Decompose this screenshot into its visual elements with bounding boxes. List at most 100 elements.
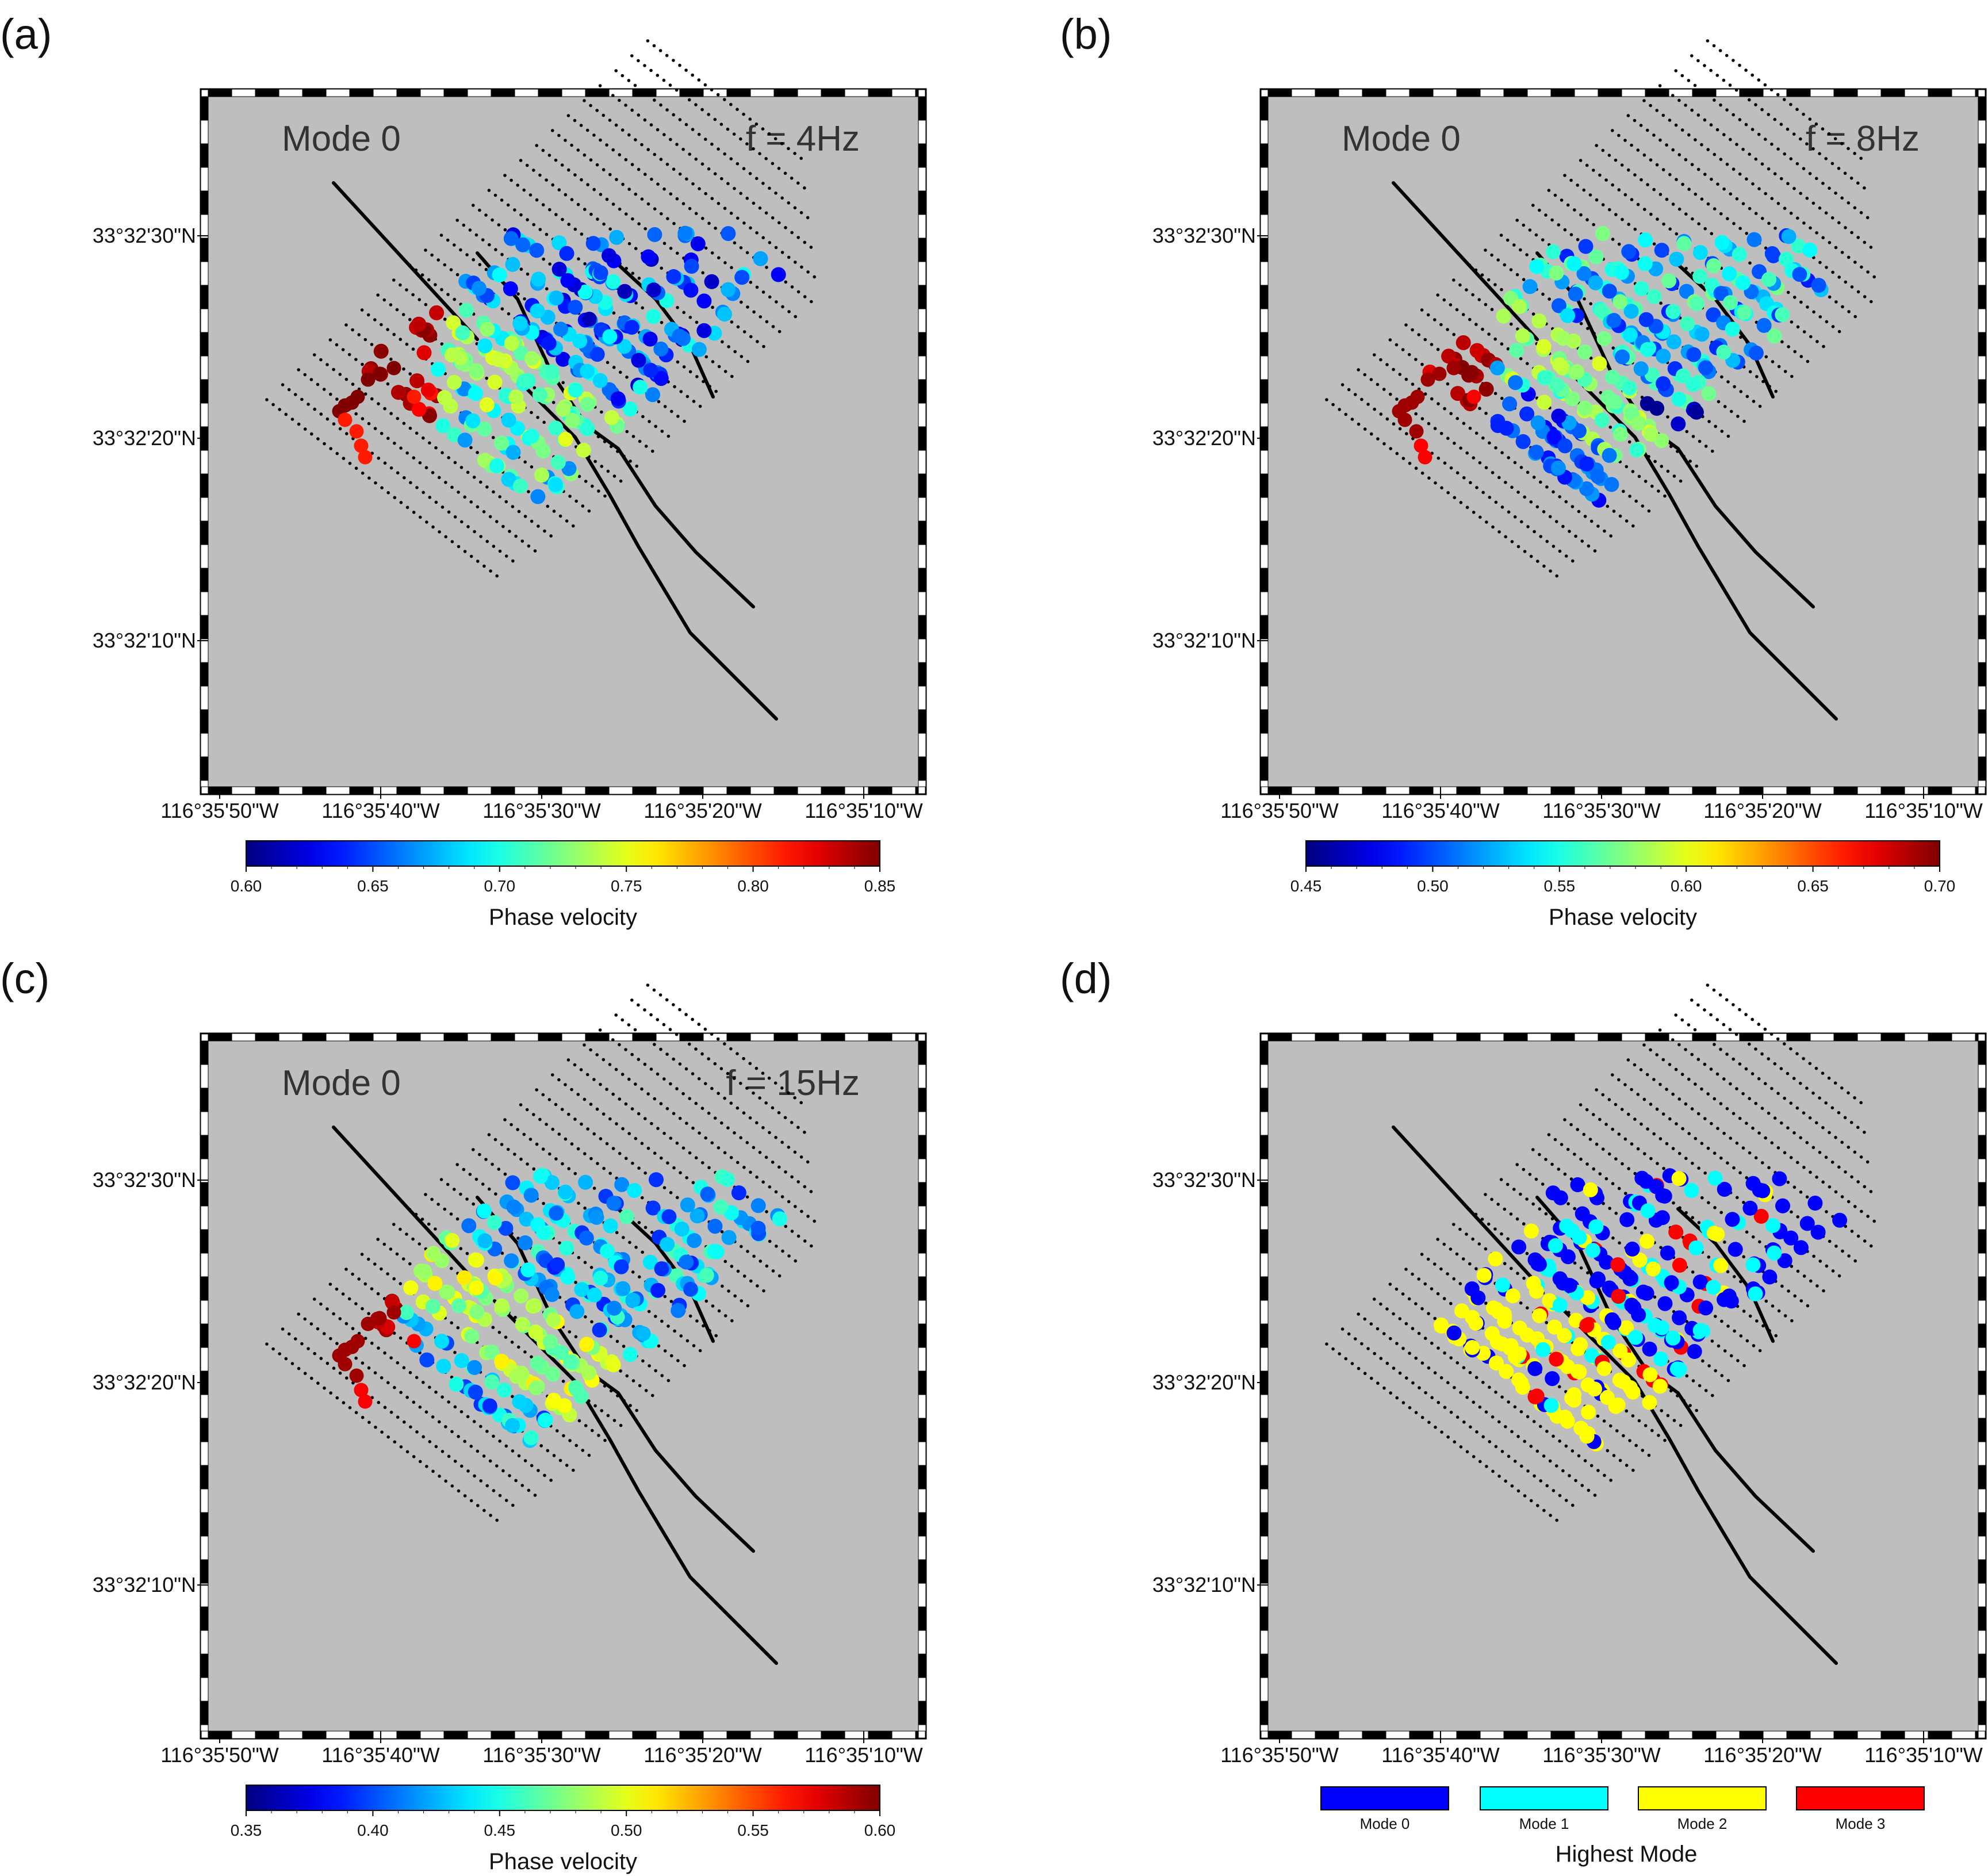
frame-segment [1668, 786, 1693, 795]
frame-segment [1978, 1394, 1986, 1419]
grid-point [1668, 227, 1672, 231]
colorbar [246, 1785, 880, 1811]
grid-point [643, 1117, 647, 1120]
grid-point [576, 1147, 580, 1151]
grid-point [354, 412, 358, 416]
grid-point [361, 362, 364, 366]
frame-segment [1978, 1370, 1986, 1395]
data-point [661, 1209, 677, 1224]
grid-point [1439, 1267, 1443, 1271]
grid-point [1408, 1406, 1412, 1410]
grid-point [513, 1153, 516, 1156]
grid-point [542, 1201, 545, 1205]
frame-segment [1978, 1630, 1986, 1655]
grid-point [577, 257, 580, 261]
grid-point [392, 1223, 396, 1226]
grid-point [1668, 118, 1672, 122]
frame-segment [1978, 285, 1986, 309]
grid-point [422, 1380, 425, 1384]
grid-point [1834, 192, 1837, 195]
colorbar-tick-label: 0.80 [737, 877, 769, 895]
grid-point [297, 422, 301, 426]
grid-point [599, 138, 602, 142]
frame-segment [491, 1033, 515, 1042]
grid-point [637, 1112, 641, 1116]
y-tick-label: 33°32'10"N [1152, 1573, 1256, 1596]
frame-segment [773, 786, 798, 795]
grid-point [593, 1404, 597, 1408]
data-point [560, 273, 576, 288]
grid-point [1677, 207, 1681, 211]
grid-point [1420, 1361, 1424, 1365]
data-point [434, 1334, 450, 1349]
grid-point [557, 133, 561, 137]
grid-point [796, 1180, 800, 1184]
grid-point [614, 123, 618, 127]
grid-point [545, 287, 549, 291]
grid-point [1761, 217, 1764, 220]
grid-point [1417, 333, 1420, 336]
data-point [1656, 376, 1671, 392]
data-point [505, 1175, 520, 1190]
grid-point [1840, 196, 1844, 200]
grid-point [1827, 132, 1831, 136]
grid-point [720, 1121, 723, 1125]
data-point [1551, 408, 1566, 424]
data-point [1665, 304, 1681, 319]
grid-point [1519, 1301, 1523, 1305]
grid-point [1735, 143, 1738, 146]
grid-point [393, 441, 396, 445]
grid-point [1526, 525, 1530, 529]
grid-point [726, 1126, 730, 1130]
grid-point [678, 118, 682, 121]
data-point [1594, 412, 1610, 428]
grid-point [1465, 1232, 1468, 1236]
frame-segment [868, 1033, 893, 1042]
grid-point [1847, 147, 1850, 151]
grid-point [1831, 270, 1834, 274]
grid-point [1519, 466, 1523, 469]
frame-segment [918, 1276, 926, 1301]
frame-segment [1833, 1730, 1858, 1739]
grid-point [1414, 1302, 1418, 1305]
grid-point [1398, 1317, 1402, 1320]
grid-point [335, 343, 339, 347]
grid-point [595, 109, 599, 112]
frame-segment [1260, 1559, 1269, 1584]
grid-point [1493, 283, 1497, 286]
grid-point [1628, 1439, 1631, 1442]
frame-segment [1904, 786, 1929, 795]
grid-point [376, 1238, 380, 1241]
frame-segment [1291, 786, 1316, 795]
frame-segment [918, 591, 926, 616]
grid-point [806, 270, 810, 274]
grid-point [771, 162, 775, 166]
grid-point [793, 206, 797, 210]
grid-point [535, 198, 539, 202]
grid-point [1465, 451, 1469, 455]
grid-point [393, 1385, 396, 1389]
grid-point [564, 139, 567, 142]
grid-point [487, 189, 491, 192]
frame-segment [1621, 1033, 1646, 1042]
grid-point [427, 278, 431, 282]
grid-point [746, 359, 750, 363]
grid-point [1663, 1438, 1667, 1442]
grid-point [310, 1376, 313, 1380]
fault-trace [476, 1196, 755, 1553]
data-point [1496, 308, 1511, 324]
data-point [560, 1269, 576, 1285]
grid-point [1542, 1454, 1546, 1458]
frame-segment [200, 143, 209, 168]
grid-point [1661, 113, 1665, 117]
grid-point [1710, 232, 1714, 236]
grid-point [787, 255, 791, 259]
grid-point [1382, 388, 1386, 391]
grid-point [651, 449, 654, 453]
frame-segment [918, 1182, 926, 1207]
grid-point [1555, 520, 1558, 523]
grid-point [1488, 1385, 1491, 1389]
grid-point [711, 1304, 715, 1308]
frame-segment [467, 786, 492, 795]
x-tick-label: 116°35'30"W [1542, 1743, 1661, 1767]
